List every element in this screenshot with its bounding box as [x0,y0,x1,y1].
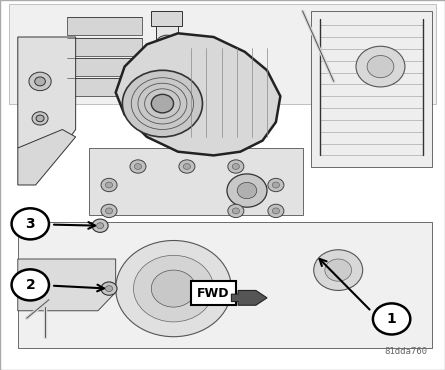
Circle shape [232,208,239,214]
Circle shape [29,72,51,91]
Circle shape [92,219,108,232]
Circle shape [367,56,394,78]
Circle shape [101,204,117,218]
Circle shape [356,46,405,87]
Circle shape [325,259,352,281]
Circle shape [116,240,231,337]
Circle shape [36,115,44,122]
Circle shape [105,208,113,214]
Polygon shape [116,33,280,155]
Polygon shape [18,130,76,185]
Polygon shape [67,17,142,35]
Circle shape [12,208,49,239]
Text: 81dda760: 81dda760 [384,347,427,356]
Circle shape [228,204,244,218]
Polygon shape [18,222,432,348]
Circle shape [105,286,113,292]
Circle shape [12,269,49,300]
Text: 2: 2 [25,278,35,292]
Circle shape [183,164,190,169]
Text: 1: 1 [387,312,396,326]
Circle shape [130,160,146,173]
Text: 3: 3 [25,217,35,231]
Circle shape [134,164,142,169]
Circle shape [32,112,48,125]
Circle shape [101,178,117,192]
Polygon shape [231,290,267,305]
Polygon shape [312,11,432,166]
Circle shape [228,160,244,173]
Circle shape [134,255,214,322]
Circle shape [272,182,279,188]
Polygon shape [18,259,116,311]
Circle shape [156,35,178,54]
Polygon shape [151,11,182,26]
Circle shape [151,270,196,307]
Circle shape [237,182,257,199]
Circle shape [105,182,113,188]
Circle shape [232,164,239,169]
Polygon shape [89,148,303,215]
Circle shape [272,208,279,214]
Circle shape [97,223,104,229]
Circle shape [227,174,267,207]
Circle shape [122,70,202,137]
Polygon shape [156,11,178,44]
Circle shape [268,178,284,192]
Circle shape [151,94,174,113]
Circle shape [268,204,284,218]
Polygon shape [67,78,142,96]
Circle shape [179,160,195,173]
Circle shape [314,250,363,290]
Bar [191,281,236,305]
Polygon shape [9,4,436,104]
Text: FWD: FWD [197,287,230,300]
Circle shape [35,77,45,86]
Polygon shape [18,37,76,148]
Polygon shape [67,58,142,76]
Circle shape [373,303,410,334]
Circle shape [101,282,117,295]
Polygon shape [67,38,142,56]
